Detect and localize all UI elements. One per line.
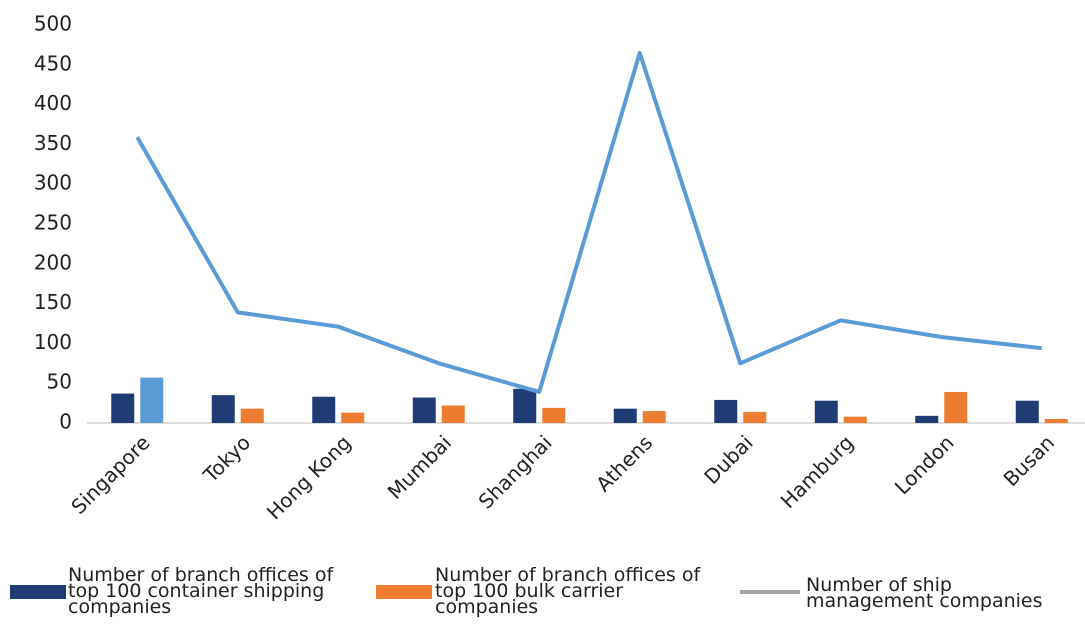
bar <box>341 412 365 423</box>
x-tick-label: Mumbai <box>383 430 456 503</box>
x-tick-label: Singapore <box>66 430 154 518</box>
bar <box>1015 400 1039 423</box>
bar <box>211 395 235 423</box>
x-tick-label: Dubai <box>699 430 757 488</box>
x-tick-label: London <box>890 430 959 499</box>
y-tick-label: 400 <box>34 91 72 115</box>
y-tick-label: 300 <box>34 171 72 195</box>
bar <box>542 407 566 423</box>
legend-swatch <box>10 585 66 599</box>
x-tick-label: Shanghai <box>474 430 557 513</box>
legend-swatch <box>376 585 432 599</box>
legend-label: Number of ship management companies <box>806 574 1043 612</box>
bar <box>240 408 264 423</box>
y-tick-label: 50 <box>47 370 72 394</box>
x-tick-label: Tokyo <box>198 430 255 487</box>
x-tick-label: Hong Kong <box>262 430 356 524</box>
bar <box>441 405 465 423</box>
y-tick-label: 250 <box>34 211 72 235</box>
chart: 0 50 100 150 200 250 300 350 400 450 500 Singapore T… <box>34 12 1085 524</box>
legend-swatch <box>740 590 800 594</box>
y-tick-label: 150 <box>34 290 72 314</box>
bar <box>140 377 164 423</box>
y-tick-label: 0 <box>59 410 72 434</box>
x-tick-label: Athens <box>591 430 657 496</box>
y-tick-label: 350 <box>34 131 72 155</box>
bar <box>714 399 738 423</box>
legend-label: Number of branch offices of top 100 bulk… <box>435 564 701 618</box>
bar <box>915 415 939 423</box>
bar <box>613 408 637 423</box>
y-tick-label: 100 <box>34 330 72 354</box>
bar <box>412 397 436 423</box>
line <box>135 50 1042 394</box>
bar <box>312 396 336 423</box>
bar <box>743 411 767 423</box>
y-tick-label: 500 <box>34 12 72 36</box>
bar <box>111 393 135 423</box>
bar <box>1044 419 1068 423</box>
bar <box>513 388 537 423</box>
y-tick-label: 200 <box>34 250 72 274</box>
bar <box>814 400 838 423</box>
bar <box>843 416 867 423</box>
bar <box>944 391 968 423</box>
x-tick-label: Busan <box>999 430 1060 491</box>
y-tick-label: 450 <box>34 51 72 75</box>
legend-label: Number of branch offices of top 100 cont… <box>68 564 334 618</box>
bar <box>642 411 666 423</box>
x-tick-label: Hamburg <box>776 430 859 513</box>
